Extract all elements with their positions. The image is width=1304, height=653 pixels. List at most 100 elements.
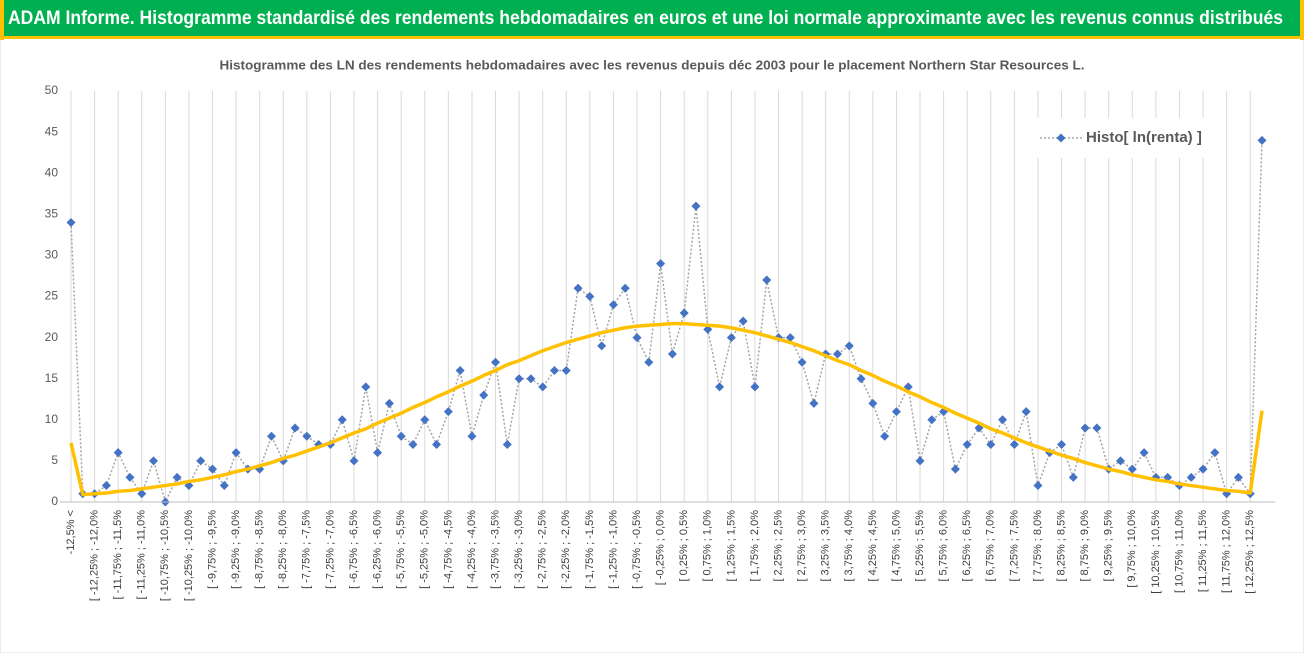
x-tick-label: [ 9,75% ; 10,0% — [1126, 510, 1138, 588]
data-point — [549, 365, 559, 375]
data-point — [526, 374, 536, 384]
data-point — [691, 201, 701, 211]
y-tick-label: 25 — [45, 289, 59, 303]
y-tick-label: 50 — [45, 83, 59, 97]
data-point — [597, 341, 607, 351]
data-point — [219, 481, 229, 491]
x-tick-label: [ -3,75% ; -3,5% — [489, 510, 501, 589]
x-tick-label: [ 5,25% ; 5,5% — [914, 510, 926, 582]
data-point — [1092, 423, 1102, 433]
grid — [70, 91, 1251, 502]
data-point — [1033, 481, 1043, 491]
x-tick-label: [ -5,25% ; -5,0% — [419, 510, 431, 589]
data-point — [880, 431, 890, 441]
x-tick-label: [ -7,25% ; -7,0% — [324, 510, 336, 589]
data-point — [762, 275, 772, 285]
banner-title: ADAM Informe. Histogramme standardisé de… — [8, 8, 1283, 29]
x-tick-label: [ 3,75% ; 4,0% — [843, 510, 855, 582]
data-point — [1115, 456, 1125, 466]
x-tick-label: [ 9,25% ; 9,5% — [1103, 510, 1115, 582]
data-point — [467, 431, 477, 441]
x-tick-label: [ -1,75% ; -1,5% — [584, 510, 596, 589]
data-point — [1057, 439, 1067, 449]
y-tick-label: 20 — [45, 330, 59, 344]
data-point — [149, 456, 159, 466]
data-point — [455, 365, 465, 375]
plot — [66, 135, 1267, 507]
data-point — [561, 365, 571, 375]
data-point — [608, 300, 618, 310]
x-tick-label: [ 1,75% ; 2,0% — [749, 510, 761, 582]
x-tick-label: [ -2,25% ; -2,0% — [560, 510, 572, 589]
x-tick-label: -12,5% < — [65, 510, 77, 554]
x-tick-label: [ -2,75% ; -2,5% — [537, 510, 549, 589]
x-tick-label: [ -9,25% ; -9,0% — [230, 510, 242, 589]
data-point — [101, 481, 111, 491]
banner-edge — [0, 36, 1304, 39]
data-point — [667, 349, 677, 359]
data-point — [679, 308, 689, 318]
data-point — [1186, 472, 1196, 482]
x-tick-label: [ -6,75% ; -6,5% — [348, 510, 360, 589]
data-point — [856, 374, 866, 384]
legend-marker — [1056, 133, 1066, 143]
y-tick-label: 45 — [45, 124, 59, 138]
data-point — [66, 218, 76, 228]
x-tick-label: [ 12,25% ; 12,5% — [1244, 510, 1256, 594]
y-tick-label: 40 — [45, 165, 59, 179]
x-tick-label: [ 4,75% ; 5,0% — [890, 510, 902, 582]
data-point — [1233, 472, 1243, 482]
data-point — [361, 382, 371, 392]
data-point — [809, 398, 819, 408]
data-point — [585, 292, 595, 301]
data-point — [785, 333, 795, 343]
data-point — [738, 316, 748, 326]
data-point — [1080, 423, 1090, 433]
x-tick-label: [ -11,75% ; -11,5% — [112, 510, 124, 600]
x-tick-label: [ 11,75% ; 12,0% — [1221, 510, 1233, 593]
data-point — [337, 415, 347, 425]
x-tick-label: [ -4,75% ; -4,5% — [442, 510, 454, 589]
x-tick-label: [ 4,25% ; 4,5% — [867, 510, 879, 582]
legend-label: Histo[ ln(renta) ] — [1086, 129, 1202, 146]
legend-background — [1020, 118, 1210, 158]
x-tick-label: [ 0,75% ; 1,0% — [702, 510, 714, 582]
data-point — [620, 283, 630, 293]
x-tick-label: [ 10,25% ; 10,5% — [1150, 510, 1162, 594]
y-tick-label: 30 — [45, 248, 59, 262]
banner-edge — [0, 0, 4, 40]
data-point — [1068, 472, 1078, 482]
data-point — [1210, 448, 1220, 458]
x-tick-label: [ -3,25% ; -3,0% — [513, 510, 525, 589]
data-point — [632, 333, 642, 343]
data-point — [231, 448, 241, 458]
chart-title: Histogramme des LN des rendements hebdom… — [220, 57, 1085, 72]
x-tick-label: [ -11,25% ; -11,0% — [136, 510, 148, 600]
data-point — [998, 415, 1008, 425]
x-tick-label: [ -6,25% ; -6,0% — [372, 510, 384, 589]
data-point — [715, 382, 725, 392]
data-point — [726, 333, 736, 343]
data-point — [868, 398, 878, 408]
data-point — [986, 439, 996, 449]
x-tick-label: [ 10,75% ; 11,0% — [1173, 510, 1185, 593]
data-point — [950, 464, 960, 474]
data-point — [137, 489, 147, 499]
series-line — [70, 140, 1263, 505]
x-tick-label: [ 6,25% ; 6,5% — [961, 510, 973, 582]
data-point — [1198, 464, 1208, 474]
x-tick-label: [ 5,75% ; 6,0% — [938, 510, 950, 582]
x-tick-label: [ 7,75% ; 8,0% — [1032, 510, 1044, 582]
data-point — [502, 439, 512, 449]
banner-edge — [1300, 0, 1304, 40]
x-tick-label: [ -12,25% ; -12,0% — [88, 510, 100, 601]
data-point — [491, 357, 501, 367]
data-point — [125, 472, 135, 482]
x-tick-label: [ 6,75% ; 7,0% — [985, 510, 997, 582]
data-point — [349, 456, 359, 466]
data-point — [208, 464, 218, 474]
x-tick-label: [ 11,25% ; 11,5% — [1197, 510, 1209, 592]
data-point — [915, 456, 925, 466]
data-point — [113, 448, 123, 458]
